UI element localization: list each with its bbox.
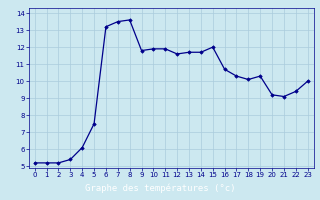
Text: Graphe des températures (°c): Graphe des températures (°c)	[85, 184, 235, 193]
